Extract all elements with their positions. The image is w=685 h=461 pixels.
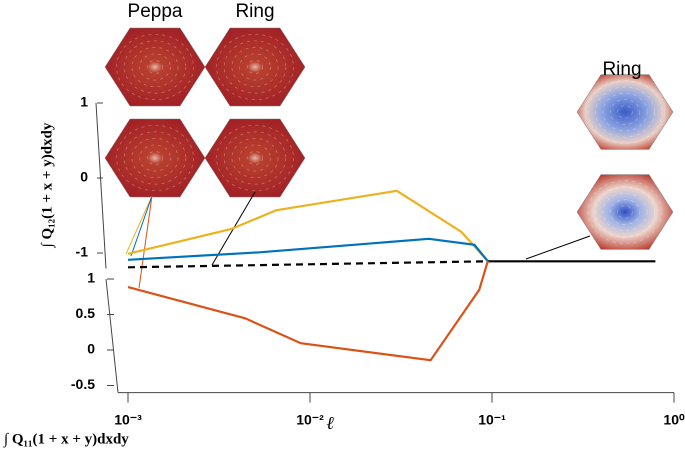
arrow (125, 195, 153, 255)
flow-line (131, 138, 179, 178)
flow-line (617, 205, 633, 219)
y-tick-label: 0 (80, 169, 88, 185)
flow-line (231, 47, 279, 87)
x-tick-label: 10⁰ (663, 411, 685, 427)
series-line (127, 260, 488, 269)
snapshot (104, 118, 206, 198)
x-tick-label: 10⁻² (296, 411, 324, 427)
flow-line (116, 124, 194, 192)
flow-line (246, 151, 264, 165)
flow-line (116, 33, 194, 101)
flow-line (587, 180, 663, 244)
flow-line (139, 144, 171, 172)
flow-line (602, 192, 648, 232)
flow-line (216, 124, 294, 192)
flow-line (123, 131, 187, 185)
z-tick-label: 0 (87, 341, 95, 357)
flow-line (587, 80, 663, 144)
flow-line (216, 33, 294, 101)
arrow (130, 195, 153, 257)
annotation: Ring (602, 59, 641, 80)
snapshot (204, 118, 306, 198)
snapshot (104, 27, 206, 107)
flow-line (246, 60, 264, 74)
y-tick-label: 1 (80, 94, 88, 110)
y-axis-label: ∫ Q₁₂(1 + x + y)dxdy (39, 122, 55, 248)
annotation: Ring (235, 1, 274, 22)
flow-line (131, 47, 179, 87)
flow-line (239, 53, 271, 81)
flow-line (146, 151, 164, 165)
flow-line (231, 138, 279, 178)
series-line (127, 260, 489, 362)
annotation: Peppa (128, 1, 183, 22)
z-tick-label: -0.5 (71, 376, 95, 392)
series-line (127, 237, 489, 262)
flow-line (602, 92, 648, 132)
z-tick-label: 1 (87, 270, 95, 286)
flow-line (617, 105, 633, 119)
arrow (138, 195, 153, 289)
flow-line (139, 53, 171, 81)
z-axis-label: ∫ Q₁₁(1 + x + y)dxdy (3, 431, 129, 447)
y-tick-label: -1 (76, 244, 89, 260)
snapshots (104, 27, 674, 250)
series-line (127, 189, 489, 263)
flow-line (123, 40, 187, 94)
y-axis (95, 102, 107, 269)
snapshot (576, 174, 674, 250)
snapshot (576, 74, 674, 150)
flow-line (239, 144, 271, 172)
z-tick-label: 0.5 (76, 305, 96, 321)
x-axis-label: ℓ (326, 413, 334, 433)
x-tick-label: 10⁻³ (114, 411, 142, 427)
flow-line (223, 131, 287, 185)
x-tick-label: 10⁻¹ (478, 411, 506, 427)
snapshot (204, 27, 306, 107)
flow-line (146, 60, 164, 74)
flow-line (595, 186, 655, 238)
arrows (125, 191, 591, 289)
flow-line (223, 40, 287, 94)
arrow (525, 235, 591, 260)
flow-line (609, 99, 641, 125)
flow-line (609, 199, 641, 225)
flow-line (595, 86, 655, 138)
z-axis (105, 278, 119, 393)
